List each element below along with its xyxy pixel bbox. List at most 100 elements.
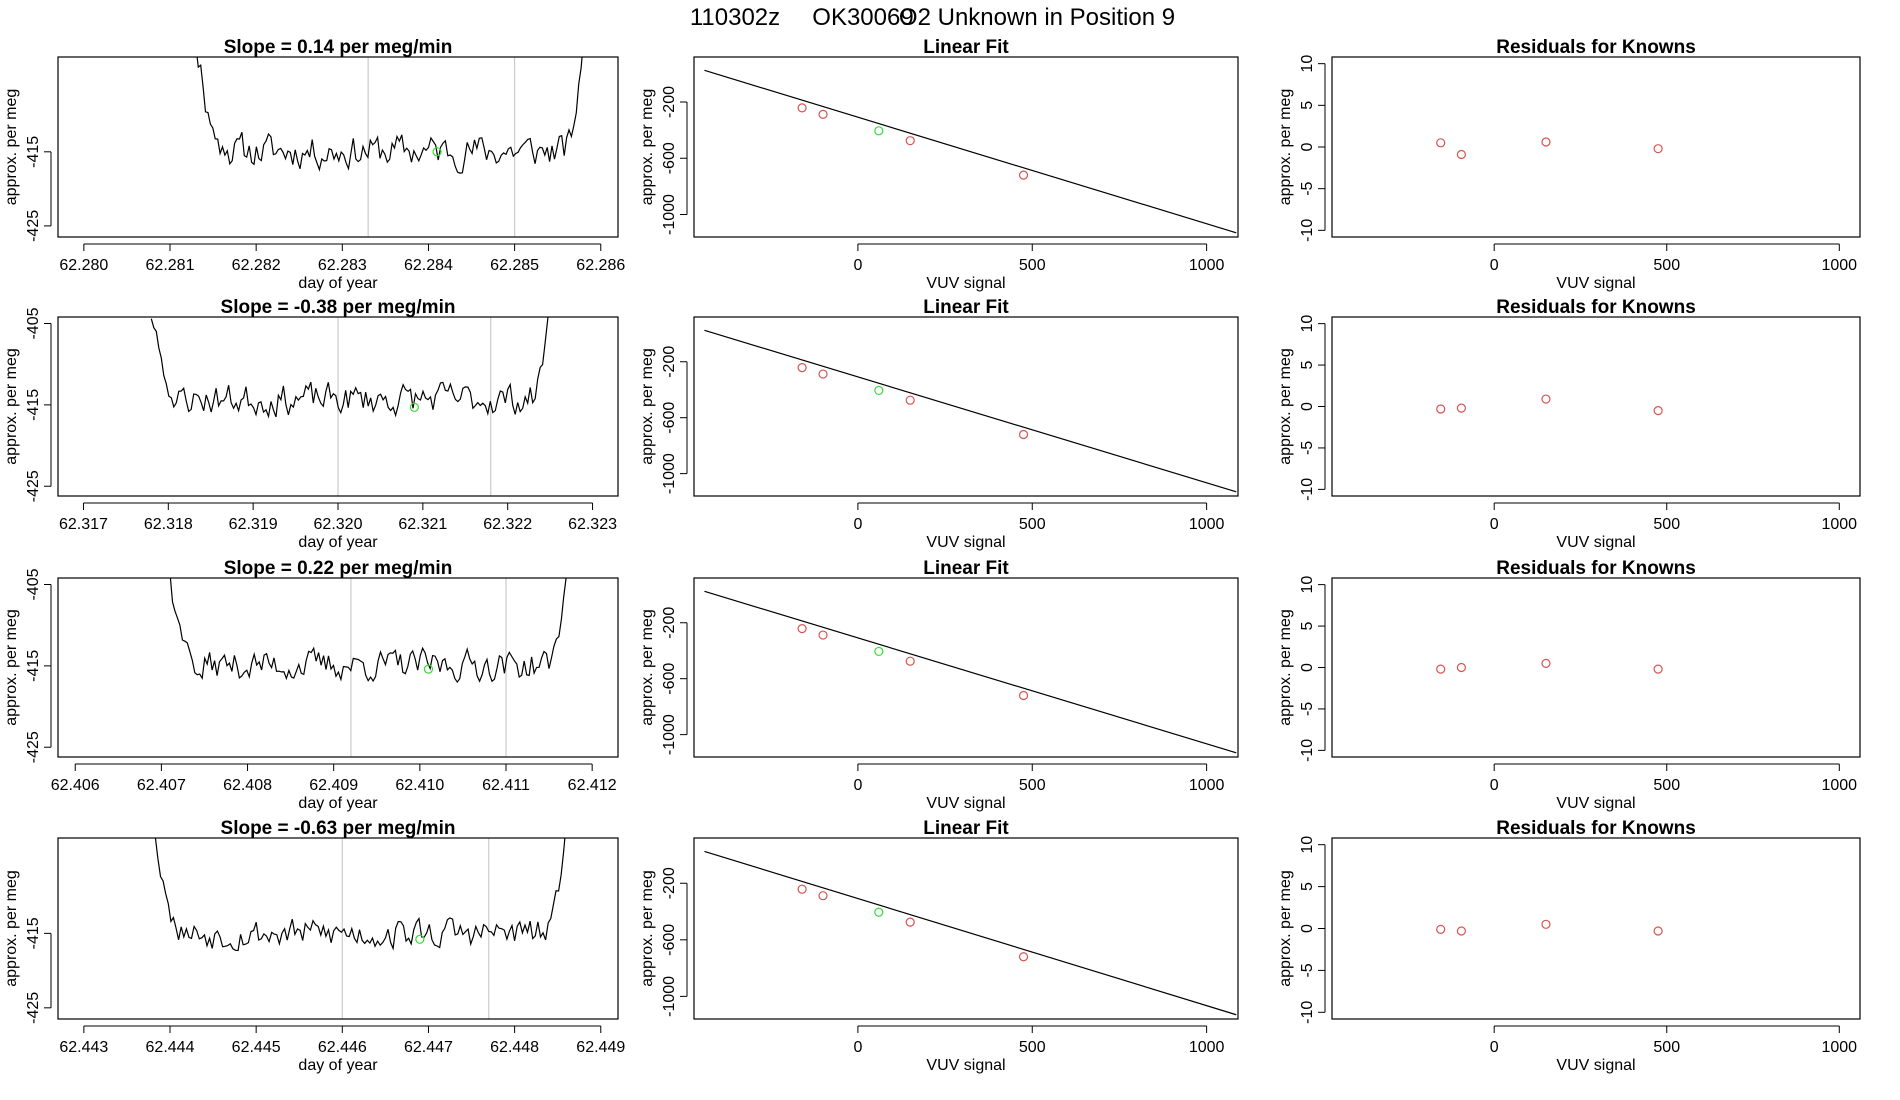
x-tick-label: 1000: [1189, 777, 1225, 794]
unknown-point: [874, 907, 884, 917]
y-axis-label: approx. per meg: [3, 89, 20, 206]
y-tick-label: 5: [1299, 622, 1316, 631]
y-axis-label: approx. per meg: [639, 609, 656, 726]
known-point: [1018, 170, 1029, 180]
x-axis-label: day of year: [298, 795, 378, 812]
y-tick-label: -1000: [661, 453, 678, 494]
known-point: [818, 630, 828, 640]
panel-r2-c2: Linear Fit 0 500 1000 VUV signal -200 -600 -100…: [639, 297, 1239, 551]
x-tick-label: 62.411: [482, 777, 530, 794]
y-tick-label: -415: [25, 136, 42, 168]
panel-r3-c1: Slope = 0.22 per meg/min 62.406 62.407 62.4…: [3, 558, 619, 812]
x-tick-label: 62.317: [59, 516, 108, 533]
panel-title: Slope = 0.22 per meg/min: [224, 558, 453, 579]
known-point: [905, 395, 915, 405]
residual-point: [1541, 658, 1551, 668]
x-tick-label: 500: [1019, 257, 1046, 274]
y-tick-label: -10: [1299, 739, 1316, 762]
x-tick-label: 62.409: [309, 777, 358, 794]
plot-frame: [693, 837, 1239, 1020]
x-axis-label: VUV signal: [1556, 534, 1635, 551]
y-axis-label: approx. per meg: [1277, 348, 1294, 465]
unknown-point: [874, 385, 884, 396]
y-tick-label: -600: [661, 142, 678, 174]
unknown-point: [874, 126, 884, 136]
y-tick-label: -405: [25, 307, 42, 339]
y-tick-label: -5: [1299, 441, 1316, 455]
y-axis-label: approx. per meg: [639, 870, 656, 987]
plot-area: [196, 57, 583, 237]
x-tick-label: 62.281: [146, 257, 195, 274]
known-point: [797, 103, 807, 113]
x-tick-label: 62.448: [490, 1039, 539, 1056]
x-tick-label: 500: [1653, 777, 1680, 794]
plot-frame: [1331, 56, 1861, 238]
known-point: [905, 656, 915, 666]
known-point: [818, 109, 828, 119]
panel-title: Linear Fit: [923, 37, 1009, 58]
known-point: [797, 363, 807, 373]
plot-frame: [57, 837, 619, 1020]
x-axis-label: VUV signal: [1556, 795, 1635, 812]
x-tick-label: 0: [853, 777, 862, 794]
x-tick-label: 62.280: [59, 257, 108, 274]
known-point: [1018, 429, 1029, 440]
x-tick-label: 62.445: [232, 1039, 281, 1056]
x-tick-label: 0: [1490, 777, 1499, 794]
y-tick-label: 5: [1299, 882, 1316, 891]
y-tick-label: -600: [661, 924, 678, 956]
series-line: [169, 578, 567, 684]
x-tick-label: 62.322: [483, 516, 532, 533]
plot-area: [150, 317, 549, 496]
x-axis-label: day of year: [298, 534, 378, 551]
plot-frame: [1331, 316, 1861, 497]
y-tick-label: -1000: [661, 194, 678, 235]
x-tick-label: 1000: [1189, 1039, 1225, 1056]
x-tick-label: 0: [853, 1039, 862, 1056]
unknown-point: [423, 664, 434, 674]
y-tick-label: -200: [661, 867, 678, 899]
y-tick-label: -425: [25, 731, 42, 763]
x-tick-label: 62.282: [232, 257, 281, 274]
y-tick-label: -405: [25, 568, 42, 600]
x-tick-label: 1000: [1821, 516, 1857, 533]
x-tick-label: 62.284: [404, 257, 453, 274]
y-axis-label: approx. per meg: [3, 870, 20, 987]
x-tick-label: 62.447: [404, 1039, 453, 1056]
plot-area: [154, 838, 566, 1019]
x-tick-label: 500: [1019, 516, 1046, 533]
unknown-point: [409, 402, 419, 412]
panel-title: Slope = -0.63 per meg/min: [221, 818, 456, 839]
known-point: [905, 136, 915, 146]
residual-point: [1456, 662, 1467, 673]
plot-frame: [57, 56, 619, 238]
y-axis-label: approx. per meg: [1277, 870, 1294, 987]
fit-line: [704, 69, 1237, 234]
panel-title: Residuals for Knowns: [1496, 818, 1696, 839]
panel-title: Linear Fit: [923, 297, 1009, 318]
series-line: [196, 57, 583, 174]
x-tick-label: 62.319: [229, 516, 278, 533]
x-tick-label: 62.446: [318, 1039, 367, 1056]
known-point: [797, 624, 807, 634]
x-tick-label: 500: [1019, 777, 1046, 794]
residual-point: [1436, 924, 1446, 934]
x-tick-label: 62.406: [51, 777, 100, 794]
x-tick-label: 62.407: [137, 777, 186, 794]
panel-r1-c2: Linear Fit 0 500 1000 VUV signal -200 -600 -100…: [639, 37, 1239, 292]
residual-point: [1541, 137, 1551, 147]
x-axis-label: VUV signal: [926, 795, 1005, 812]
y-tick-label: -415: [25, 650, 42, 682]
plot-area: [169, 578, 567, 757]
y-tick-label: 10: [1299, 315, 1316, 333]
panel-title: Linear Fit: [923, 558, 1009, 579]
y-tick-label: -425: [25, 470, 42, 502]
y-tick-label: -600: [661, 402, 678, 434]
panel-r2-c1: Slope = -0.38 per meg/min 62.317 62.318 62.…: [3, 297, 619, 551]
residual-point: [1653, 144, 1663, 154]
x-axis-label: day of year: [298, 1057, 378, 1074]
x-tick-label: 62.412: [568, 777, 617, 794]
y-tick-label: 10: [1299, 55, 1316, 73]
x-tick-label: 62.444: [146, 1039, 195, 1056]
x-axis-label: VUV signal: [926, 275, 1005, 292]
